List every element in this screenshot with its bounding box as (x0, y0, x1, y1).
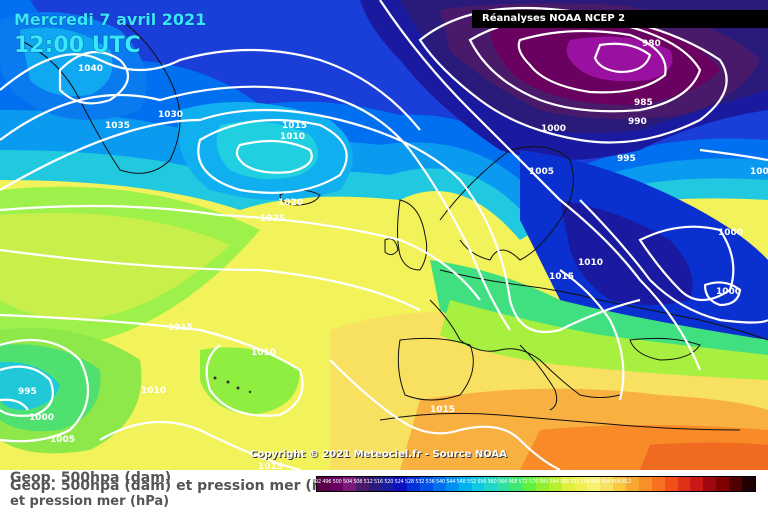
color-scale-swatch (741, 477, 755, 491)
color-scale-swatch (548, 477, 562, 491)
color-scale-swatch (458, 477, 472, 491)
isobar-label: 1000 (716, 287, 741, 297)
caption-geop-full: Geop. 500hpa (dam) et pression mer (hPa) (10, 478, 348, 494)
color-scale-swatch (677, 477, 691, 491)
isobar-label: 1020 (278, 198, 303, 208)
isobar-label: 1000 (541, 124, 566, 134)
map-date: Mercredi 7 avril 2021 (14, 10, 207, 29)
isobar-label: 1015 (430, 405, 455, 415)
isobar-label: 1015 (258, 462, 283, 472)
color-scale-swatch (535, 477, 549, 491)
color-scale-swatch (407, 477, 420, 491)
caption-pression: et pression mer (hPa) (10, 494, 170, 509)
isobar-label: 1005 (50, 435, 75, 445)
color-scale-swatch (574, 477, 588, 491)
color-scale-swatch (471, 477, 485, 491)
isobar-label: 1015 (549, 272, 574, 282)
copyright-text: Copyright © 2021 Meteociel.fr - Source N… (250, 449, 507, 460)
color-scale-swatch (394, 477, 408, 491)
color-scale-swatch (342, 477, 356, 491)
isobar-label: 1010 (280, 132, 305, 142)
isobar-label: 1030 (158, 110, 183, 120)
color-scale (316, 476, 756, 492)
isobar-label: 990 (628, 117, 647, 127)
color-scale-swatch (729, 477, 742, 491)
isobar-label: 1010 (141, 386, 166, 396)
color-scale-swatch (381, 477, 395, 491)
color-scale-swatch (651, 477, 665, 491)
caption-geop: Geop. 500hpa (dam) (10, 470, 172, 486)
color-scale-swatch (561, 477, 575, 491)
color-scale-swatch (613, 477, 626, 491)
color-scale-swatch (355, 477, 369, 491)
color-scale-swatch (664, 477, 678, 491)
map-time: 12:00 UTC (14, 33, 141, 58)
isobar-label: 1025 (260, 214, 285, 224)
color-scale-swatch (432, 477, 446, 491)
color-scale-swatch (626, 477, 639, 491)
isobar-label: 985 (634, 98, 653, 108)
isobar-label: 1010 (251, 348, 276, 358)
color-scale-swatch (497, 477, 511, 491)
color-scale-swatch (523, 477, 536, 491)
color-scale-swatch (445, 477, 459, 491)
source-label: Réanalyses NOAA NCEP 2 (472, 10, 768, 28)
color-scale-values: 492 496 500 504 508 512 516 520 524 528 … (312, 479, 631, 485)
isobar-label: 995 (617, 154, 636, 164)
isobar-label: 1000 (718, 228, 743, 238)
isobar-label: 100 (750, 167, 768, 177)
color-scale-swatch (510, 477, 523, 491)
color-scale-swatch (329, 477, 343, 491)
color-scale-swatch (600, 477, 614, 491)
color-scale-swatch (420, 477, 433, 491)
color-scale-swatch (638, 477, 652, 491)
isobar-label: 1035 (105, 121, 130, 131)
isobar-label: 1000 (29, 413, 54, 423)
color-scale-swatch (587, 477, 601, 491)
color-scale-swatch (484, 477, 498, 491)
isobar-label: 1015 (168, 323, 193, 333)
isobar-label: 1005 (529, 167, 554, 177)
isobar-label: 1015 (282, 121, 307, 131)
color-scale-swatch (368, 477, 382, 491)
color-scale-swatch (317, 477, 330, 491)
isobar-label: 995 (18, 387, 37, 397)
isobar-label: 1040 (78, 64, 103, 74)
isobar-label: 1010 (578, 258, 603, 268)
color-scale-swatch (690, 477, 704, 491)
color-scale-swatch (703, 477, 717, 491)
isobar-label: 980 (642, 39, 661, 49)
color-scale-swatch (716, 477, 729, 491)
